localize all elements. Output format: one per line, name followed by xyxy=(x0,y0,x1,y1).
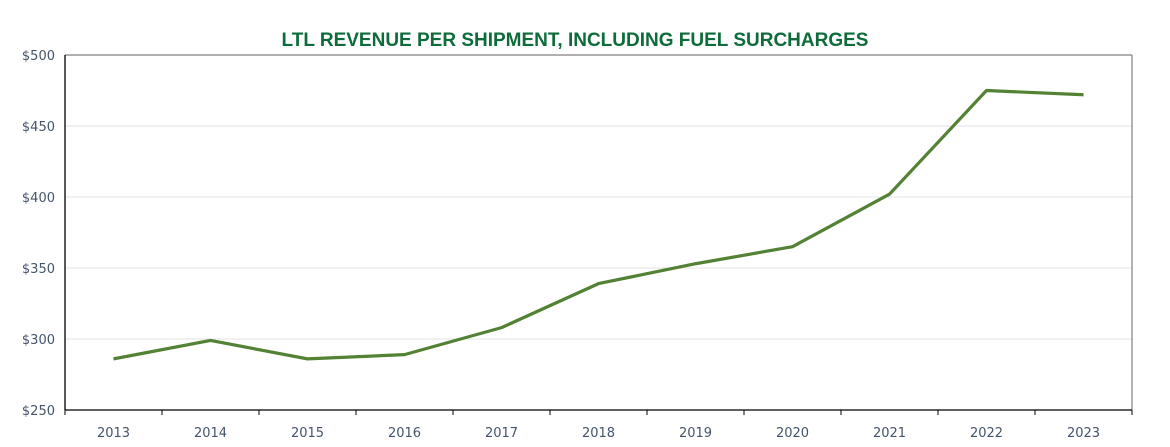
x-tick-label: 2021 xyxy=(873,426,906,441)
x-tick-label: 2014 xyxy=(194,426,227,441)
y-tick-label: $300 xyxy=(22,333,55,348)
x-tick-label: 2022 xyxy=(970,426,1003,441)
chart-title: LTL REVENUE PER SHIPMENT, INCLUDING FUEL… xyxy=(282,30,869,51)
gridlines xyxy=(65,125,1132,340)
y-tick-label: $500 xyxy=(22,49,55,64)
x-tick-label: 2023 xyxy=(1067,426,1100,441)
x-tick-label: 2013 xyxy=(97,426,130,441)
x-tick-label: 2019 xyxy=(679,426,712,441)
x-tick-label: 2020 xyxy=(776,426,809,441)
y-tick-label: $400 xyxy=(22,191,55,206)
x-tick-label: 2016 xyxy=(388,426,421,441)
y-tick-label: $250 xyxy=(22,404,55,419)
y-axis-ticks: $250 $300 $350 $400 $450 $500 xyxy=(22,49,55,419)
x-tick-label: 2018 xyxy=(582,426,615,441)
x-tick-label: 2017 xyxy=(485,426,518,441)
x-tick-label: 2015 xyxy=(291,426,324,441)
y-tick-label: $350 xyxy=(22,262,55,277)
series-line xyxy=(113,88,1084,361)
x-axis-ticks: 2013 2014 2015 2016 2017 2018 2019 2020 2021 2022… xyxy=(97,426,1100,441)
axes xyxy=(64,54,1133,415)
series xyxy=(113,88,1084,361)
y-tick-label: $450 xyxy=(22,120,55,135)
